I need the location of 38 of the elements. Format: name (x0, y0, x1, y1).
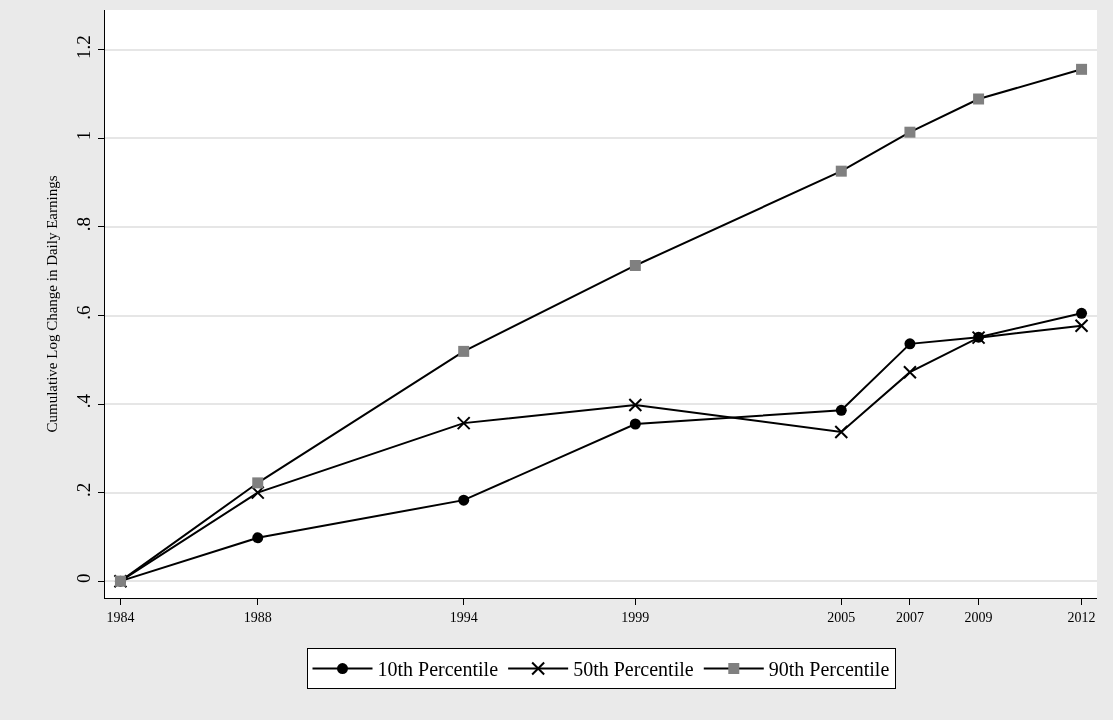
point (902, 365, 917, 380)
y-tick-label: .8 (73, 216, 95, 232)
legend-label: 50th Percentile (573, 658, 694, 681)
x-tick-label: 1999 (621, 609, 650, 625)
legend-label: 10th Percentile (377, 658, 499, 681)
y-tick-label: .4 (73, 393, 95, 409)
point (904, 126, 916, 138)
point (458, 494, 470, 506)
x-tick-label: 1994 (449, 609, 478, 625)
y-tick-label: 1 (73, 130, 95, 141)
point (1074, 318, 1089, 333)
point (904, 338, 916, 350)
y-tick-label: .6 (73, 305, 95, 320)
point (252, 532, 264, 544)
point (1076, 63, 1088, 75)
x-tick-label: 2007 (895, 609, 924, 625)
point (629, 259, 641, 271)
x-tick-label: 1988 (243, 609, 272, 625)
point (629, 418, 641, 430)
point (628, 397, 643, 412)
x-tick-label: 1984 (106, 609, 135, 625)
point (834, 424, 849, 439)
x-tick-label: 2012 (1067, 609, 1096, 625)
y-tick-label: .2 (73, 482, 95, 497)
point (835, 404, 847, 416)
point (458, 345, 470, 357)
y-tick-label: 0 (73, 573, 95, 584)
point (456, 416, 471, 431)
point (252, 477, 264, 489)
y-tick-label: 1.2 (73, 35, 95, 59)
x-tick-label: 2005 (827, 609, 856, 625)
x-tick-label: 2009 (964, 609, 993, 625)
y-axis-title: Cumulative Log Change in Daily Earnings (43, 175, 60, 433)
point (835, 165, 847, 177)
point (973, 93, 985, 105)
legend-label: 90th Percentile (768, 658, 890, 681)
point (1076, 307, 1088, 319)
point (250, 485, 265, 500)
